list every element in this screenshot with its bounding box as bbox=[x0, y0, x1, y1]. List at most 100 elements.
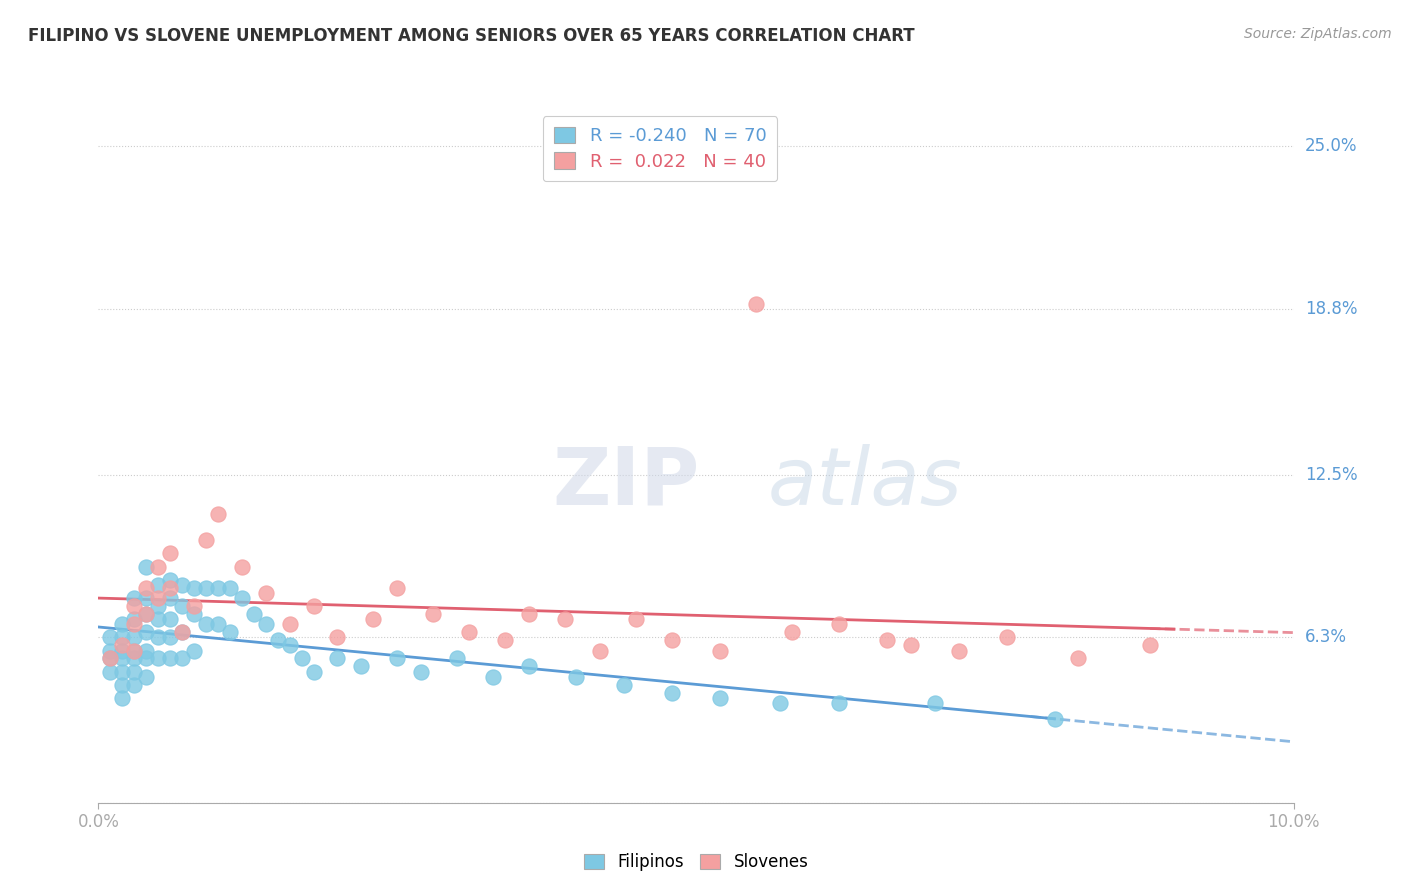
Point bbox=[111, 690, 134, 705]
Point bbox=[446, 651, 468, 665]
Point bbox=[1139, 638, 1161, 652]
Point bbox=[278, 638, 301, 652]
Point bbox=[194, 617, 218, 632]
Point bbox=[876, 633, 898, 648]
Point bbox=[231, 559, 253, 574]
Point bbox=[219, 625, 242, 640]
Point bbox=[995, 631, 1018, 645]
Point bbox=[207, 507, 229, 521]
Point bbox=[267, 633, 290, 648]
Point bbox=[924, 696, 946, 710]
Point bbox=[159, 631, 181, 645]
Point bbox=[768, 696, 790, 710]
Point bbox=[194, 581, 218, 595]
Point bbox=[290, 651, 312, 665]
Point bbox=[207, 581, 229, 595]
Point bbox=[363, 612, 385, 626]
Point bbox=[231, 591, 253, 605]
Point bbox=[172, 599, 194, 613]
Point bbox=[111, 665, 134, 679]
Point bbox=[148, 578, 170, 592]
Point bbox=[98, 665, 122, 679]
Point bbox=[124, 612, 146, 626]
Point bbox=[948, 643, 970, 657]
Point bbox=[350, 659, 373, 673]
Point bbox=[624, 612, 647, 626]
Point bbox=[98, 651, 122, 665]
Point bbox=[135, 651, 157, 665]
Point bbox=[517, 607, 540, 621]
Point bbox=[124, 617, 146, 632]
Point bbox=[111, 651, 134, 665]
Text: 18.8%: 18.8% bbox=[1305, 301, 1357, 318]
Point bbox=[494, 633, 516, 648]
Point bbox=[613, 678, 636, 692]
Point bbox=[124, 665, 146, 679]
Point bbox=[98, 651, 122, 665]
Point bbox=[159, 581, 181, 595]
Point bbox=[135, 607, 157, 621]
Point bbox=[278, 617, 301, 632]
Text: atlas: atlas bbox=[768, 443, 963, 522]
Point bbox=[828, 617, 851, 632]
Point bbox=[98, 643, 122, 657]
Point bbox=[159, 573, 181, 587]
Point bbox=[554, 612, 576, 626]
Point bbox=[219, 581, 242, 595]
Point bbox=[326, 651, 349, 665]
Point bbox=[565, 670, 588, 684]
Point bbox=[458, 625, 481, 640]
Point bbox=[194, 533, 218, 548]
Point bbox=[183, 643, 205, 657]
Point bbox=[124, 643, 146, 657]
Point bbox=[135, 643, 157, 657]
Text: FILIPINO VS SLOVENE UNEMPLOYMENT AMONG SENIORS OVER 65 YEARS CORRELATION CHART: FILIPINO VS SLOVENE UNEMPLOYMENT AMONG S… bbox=[28, 27, 915, 45]
Point bbox=[302, 599, 325, 613]
Point bbox=[111, 617, 134, 632]
Point bbox=[111, 643, 134, 657]
Point bbox=[411, 665, 433, 679]
Point bbox=[124, 591, 146, 605]
Point bbox=[135, 670, 157, 684]
Point bbox=[124, 599, 146, 613]
Legend: Filipinos, Slovenes: Filipinos, Slovenes bbox=[576, 847, 815, 878]
Point bbox=[148, 591, 170, 605]
Point bbox=[159, 591, 181, 605]
Point bbox=[385, 651, 409, 665]
Point bbox=[589, 643, 612, 657]
Point bbox=[780, 625, 803, 640]
Point bbox=[481, 670, 505, 684]
Point bbox=[135, 559, 157, 574]
Point bbox=[98, 631, 122, 645]
Point bbox=[172, 651, 194, 665]
Point bbox=[148, 631, 170, 645]
Point bbox=[135, 625, 157, 640]
Point bbox=[709, 690, 731, 705]
Point bbox=[828, 696, 851, 710]
Point bbox=[1043, 712, 1066, 726]
Point bbox=[148, 612, 170, 626]
Point bbox=[124, 643, 146, 657]
Point bbox=[124, 631, 146, 645]
Point bbox=[148, 651, 170, 665]
Point bbox=[709, 643, 731, 657]
Point bbox=[159, 612, 181, 626]
Point bbox=[148, 559, 170, 574]
Point bbox=[517, 659, 540, 673]
Point bbox=[385, 581, 409, 595]
Point bbox=[111, 638, 134, 652]
Point bbox=[422, 607, 444, 621]
Point bbox=[135, 591, 157, 605]
Point bbox=[207, 617, 229, 632]
Text: ZIP: ZIP bbox=[553, 443, 700, 522]
Point bbox=[254, 617, 277, 632]
Point bbox=[111, 631, 134, 645]
Point bbox=[124, 678, 146, 692]
Point bbox=[745, 297, 768, 311]
Point bbox=[254, 586, 277, 600]
Text: 25.0%: 25.0% bbox=[1305, 137, 1357, 155]
Point bbox=[135, 581, 157, 595]
Point bbox=[172, 578, 194, 592]
Point bbox=[900, 638, 922, 652]
Point bbox=[183, 581, 205, 595]
